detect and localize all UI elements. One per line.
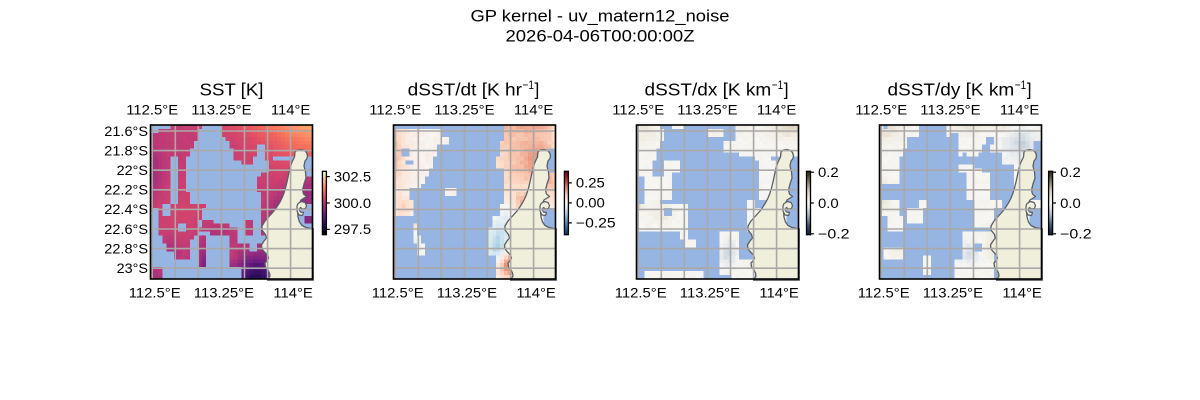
svg-text:22.6°S: 22.6°S [104, 222, 148, 237]
svg-text:113.25°E: 113.25°E [434, 103, 494, 118]
svg-text:114°E: 114°E [759, 285, 799, 300]
svg-text:22°S: 22°S [117, 163, 148, 178]
svg-text:21.8°S: 21.8°S [104, 143, 148, 158]
svg-text:112.5°E: 112.5°E [855, 103, 907, 118]
svg-text:dSST/dx [K km: dSST/dx [K km [645, 79, 772, 99]
svg-text:112.5°E: 112.5°E [612, 103, 664, 118]
svg-text:112.5°E: 112.5°E [615, 285, 667, 300]
svg-text:114°E: 114°E [757, 103, 797, 118]
svg-text:112.5°E: 112.5°E [126, 103, 178, 118]
svg-text:2026-04-06T00:00:00Z: 2026-04-06T00:00:00Z [506, 27, 695, 45]
svg-text:297.5: 297.5 [334, 222, 371, 237]
svg-text:113.25°E: 113.25°E [677, 103, 737, 118]
svg-text:114°E: 114°E [271, 103, 311, 118]
svg-text:dSST/dt [K hr: dSST/dt [K hr [408, 79, 523, 99]
svg-text:114°E: 114°E [1002, 285, 1042, 300]
svg-text:]: ] [1027, 79, 1032, 99]
svg-text:113.25°E: 113.25°E [194, 285, 254, 300]
svg-text:22.2°S: 22.2°S [104, 183, 148, 198]
svg-text:−0.25: −0.25 [576, 216, 616, 231]
svg-text:−1: −1 [523, 78, 535, 92]
svg-text:23°S: 23°S [117, 261, 148, 276]
svg-text:0.00: 0.00 [576, 196, 605, 211]
svg-text:114°E: 114°E [1000, 103, 1040, 118]
svg-text:0.25: 0.25 [576, 176, 605, 191]
svg-text:]: ] [784, 79, 789, 99]
svg-text:112.5°E: 112.5°E [372, 285, 424, 300]
svg-text:0.0: 0.0 [1060, 196, 1081, 211]
svg-text:112.5°E: 112.5°E [369, 103, 421, 118]
svg-text:112.5°E: 112.5°E [129, 285, 181, 300]
svg-text:113.25°E: 113.25°E [680, 285, 740, 300]
svg-text:22.4°S: 22.4°S [104, 202, 148, 217]
svg-text:114°E: 114°E [514, 103, 554, 118]
svg-text:114°E: 114°E [273, 285, 313, 300]
svg-text:113.25°E: 113.25°E [920, 103, 980, 118]
svg-text:113.25°E: 113.25°E [437, 285, 497, 300]
svg-text:]: ] [535, 79, 540, 99]
svg-text:−1: −1 [772, 78, 784, 92]
svg-text:dSST/dy [K km: dSST/dy [K km [888, 79, 1015, 99]
svg-text:0.2: 0.2 [1060, 165, 1081, 180]
svg-text:302.5: 302.5 [334, 169, 371, 184]
svg-text:114°E: 114°E [516, 285, 556, 300]
svg-text:0.2: 0.2 [818, 165, 839, 180]
svg-text:−0.2: −0.2 [818, 227, 850, 242]
svg-text:−0.2: −0.2 [1060, 227, 1092, 242]
svg-text:21.6°S: 21.6°S [104, 124, 148, 139]
svg-text:113.25°E: 113.25°E [923, 285, 983, 300]
svg-text:300.0: 300.0 [334, 196, 371, 211]
svg-text:SST [K]: SST [K] [200, 79, 264, 99]
svg-text:−1: −1 [1015, 78, 1027, 92]
svg-text:113.25°E: 113.25°E [191, 103, 251, 118]
svg-text:112.5°E: 112.5°E [858, 285, 910, 300]
svg-text:0.0: 0.0 [818, 196, 839, 211]
svg-text:GP kernel - uv_matern12_noise: GP kernel - uv_matern12_noise [471, 8, 730, 26]
svg-text:22.8°S: 22.8°S [104, 241, 148, 256]
